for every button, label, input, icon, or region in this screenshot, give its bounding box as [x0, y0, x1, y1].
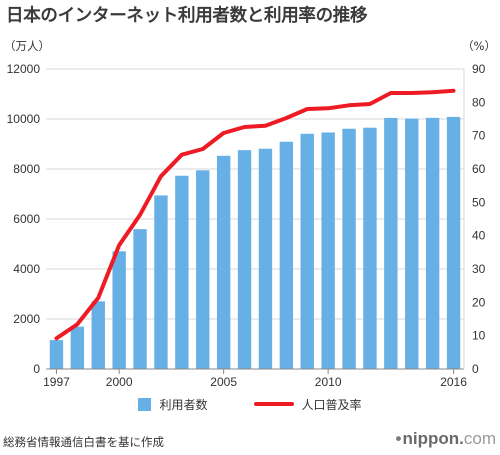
right-tick-label: 70 — [472, 129, 486, 143]
left-tick-label: 2000 — [13, 312, 40, 326]
x-tick-label: 1997 — [43, 375, 70, 389]
right-tick-label: 40 — [472, 229, 486, 243]
right-tick-label: 0 — [472, 362, 479, 376]
right-tick-label: 10 — [472, 329, 486, 343]
x-tick-label: 2010 — [315, 375, 342, 389]
legend-label-users: 利用者数 — [159, 397, 208, 412]
source-note: 総務省情報通信白書を基に作成 — [3, 435, 164, 449]
legend-item-users: 利用者数 — [138, 396, 208, 413]
chart-title: 日本のインターネット利用者数と利用率の推移 — [6, 6, 368, 26]
right-tick-label: 60 — [472, 162, 486, 176]
bar — [258, 148, 273, 369]
bar — [216, 155, 231, 369]
logo-main-text: nippon. — [402, 429, 464, 448]
left-axis-unit: （万人） — [4, 39, 50, 53]
bar — [425, 117, 440, 369]
legend-item-penetration: 人口普及率 — [253, 396, 362, 413]
legend-label-penetration: 人口普及率 — [301, 397, 362, 412]
x-tick-label: 2000 — [106, 375, 133, 389]
bar — [342, 128, 356, 369]
bar — [112, 251, 126, 369]
bar — [279, 141, 294, 369]
bar — [91, 301, 105, 369]
right-tick-label: 50 — [472, 195, 486, 209]
bar — [70, 326, 85, 369]
x-tick-label: 2016 — [440, 375, 467, 389]
axes: 0 2000 4000 6000 8000 10000 12000 0 10 20 30 40 50 60… — [7, 62, 486, 389]
left-tick-label: 10000 — [7, 112, 41, 126]
right-tick-label: 80 — [472, 95, 486, 109]
logo-tld-text: com — [463, 429, 496, 448]
bar — [237, 150, 252, 369]
bar — [446, 116, 461, 370]
right-tick-label: 90 — [472, 62, 486, 76]
left-tick-label: 6000 — [13, 212, 40, 226]
left-tick-label: 12000 — [7, 62, 41, 76]
bar — [196, 170, 210, 369]
chart: 0 2000 4000 6000 8000 10000 12000 0 10 20 30 40 50 60… — [4, 39, 496, 389]
right-tick-label: 20 — [472, 295, 486, 309]
x-tick-label: 2005 — [210, 375, 237, 389]
bar — [300, 133, 314, 369]
bar — [405, 118, 419, 369]
bar-series-users — [49, 116, 461, 370]
bar — [133, 229, 147, 369]
left-tick-label: 8000 — [13, 162, 40, 176]
logo-dot: • — [395, 429, 402, 448]
left-tick-label: 4000 — [13, 262, 40, 276]
right-axis-unit: （%） — [462, 39, 496, 53]
line-series-penetration — [54, 88, 456, 341]
penetration-line — [54, 88, 456, 341]
bar — [154, 195, 168, 369]
bar — [321, 132, 335, 369]
bar — [175, 175, 189, 369]
gridlines — [46, 68, 464, 320]
bar — [384, 117, 398, 370]
legend-swatch-bar — [138, 397, 152, 411]
bar — [363, 127, 377, 369]
legend-swatch-line — [253, 402, 294, 406]
legend: 利用者数 人口普及率 — [0, 393, 500, 415]
bar — [49, 340, 64, 369]
left-tick-label: 0 — [33, 362, 40, 376]
right-tick-label: 30 — [472, 262, 486, 276]
nippon-logo[interactable]: • nippon. com — [396, 429, 496, 449]
